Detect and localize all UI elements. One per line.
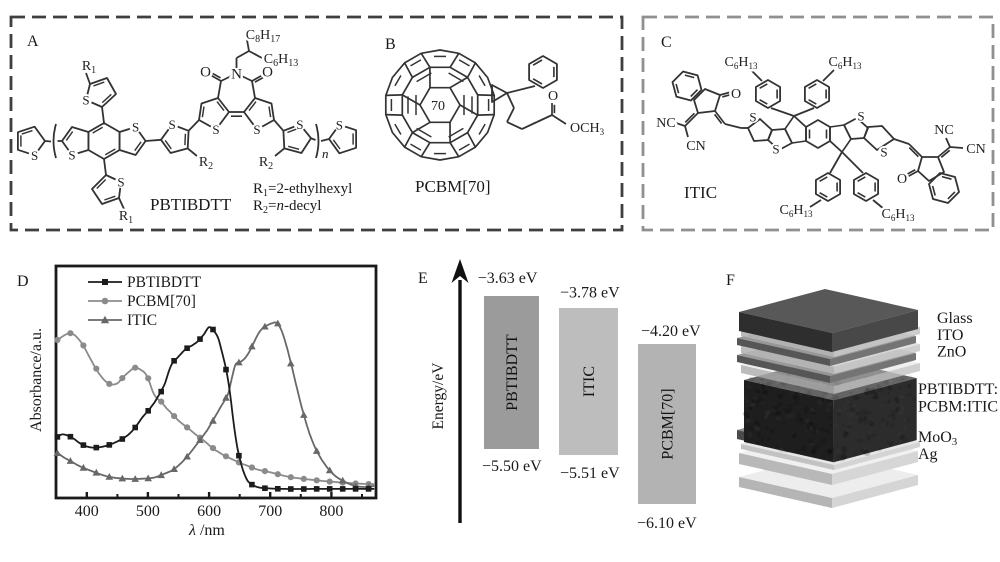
svg-text:S: S bbox=[296, 117, 303, 132]
svg-text:CN: CN bbox=[966, 142, 985, 157]
svg-text:O: O bbox=[262, 65, 273, 81]
svg-text:O: O bbox=[731, 87, 741, 102]
svg-text:800: 800 bbox=[319, 503, 343, 520]
svg-text:A: A bbox=[27, 33, 39, 50]
svg-text:CN: CN bbox=[686, 139, 705, 154]
svg-text:500: 500 bbox=[136, 503, 160, 520]
svg-text:70: 70 bbox=[431, 99, 445, 114]
svg-text:PCBM[70]: PCBM[70] bbox=[127, 293, 196, 310]
svg-text:S: S bbox=[336, 117, 343, 132]
svg-text:−3.78 eV: −3.78 eV bbox=[560, 285, 620, 302]
svg-text:N: N bbox=[231, 67, 242, 83]
svg-text:O: O bbox=[200, 65, 211, 81]
svg-text:C8H17: C8H17 bbox=[246, 28, 280, 45]
svg-text:S: S bbox=[132, 120, 139, 135]
svg-text:S: S bbox=[168, 117, 175, 132]
svg-text:ITO: ITO bbox=[937, 327, 963, 344]
svg-text:NC: NC bbox=[656, 116, 675, 131]
svg-text:O: O bbox=[731, 87, 741, 102]
svg-text:PCBM:ITIC: PCBM:ITIC bbox=[918, 399, 998, 416]
svg-text:S: S bbox=[857, 109, 864, 124]
svg-text:−3.63 eV: −3.63 eV bbox=[478, 270, 538, 287]
svg-text:n: n bbox=[322, 146, 329, 161]
svg-text:O: O bbox=[262, 65, 273, 81]
svg-text:E: E bbox=[418, 270, 428, 287]
svg-text:O: O bbox=[548, 89, 558, 104]
svg-text:R2: R2 bbox=[199, 155, 213, 172]
svg-text:NC: NC bbox=[934, 123, 953, 138]
svg-text:R1: R1 bbox=[119, 209, 133, 226]
svg-text:S: S bbox=[212, 122, 219, 137]
svg-text:C6H13: C6H13 bbox=[882, 207, 915, 223]
svg-text:ITIC: ITIC bbox=[684, 183, 717, 202]
svg-text:S: S bbox=[880, 145, 887, 160]
svg-text:Absorbance/a.u.: Absorbance/a.u. bbox=[28, 328, 45, 432]
svg-text:MoO3: MoO3 bbox=[918, 429, 958, 448]
svg-text:R1=2-ethylhexyl: R1=2-ethylhexyl bbox=[253, 181, 352, 199]
svg-text:S: S bbox=[82, 93, 89, 108]
svg-text:NC: NC bbox=[934, 123, 953, 138]
svg-text:C: C bbox=[661, 34, 672, 51]
svg-text:O: O bbox=[897, 172, 907, 187]
svg-text:S: S bbox=[253, 122, 260, 137]
svg-text:PBTIBDTT:: PBTIBDTT: bbox=[918, 381, 998, 398]
svg-text:−5.50 eV: −5.50 eV bbox=[482, 458, 542, 475]
svg-text:C6H13: C6H13 bbox=[264, 52, 298, 69]
svg-text:PBTIBDTT: PBTIBDTT bbox=[504, 334, 521, 411]
svg-text:ZnO: ZnO bbox=[937, 344, 966, 361]
svg-text:−5.51 eV: −5.51 eV bbox=[560, 465, 620, 482]
svg-text:−6.10 eV: −6.10 eV bbox=[637, 515, 697, 532]
svg-text:70: 70 bbox=[431, 99, 445, 114]
svg-text:NC: NC bbox=[656, 116, 675, 131]
svg-text:N: N bbox=[231, 67, 242, 83]
svg-text:F: F bbox=[726, 272, 735, 289]
svg-text:PCBM[70]: PCBM[70] bbox=[660, 388, 677, 459]
svg-text:R1: R1 bbox=[82, 59, 96, 76]
svg-text:S: S bbox=[772, 142, 779, 157]
svg-text:R2: R2 bbox=[259, 155, 273, 172]
svg-text:S: S bbox=[117, 175, 124, 190]
svg-text:ITIC: ITIC bbox=[127, 312, 157, 329]
svg-text:B: B bbox=[385, 36, 396, 53]
svg-text:D: D bbox=[17, 273, 29, 290]
svg-text:S: S bbox=[68, 148, 75, 163]
svg-text:PCBM[70]: PCBM[70] bbox=[415, 177, 491, 196]
svg-text:S: S bbox=[749, 110, 756, 125]
svg-text:700: 700 bbox=[258, 503, 282, 520]
svg-text:600: 600 bbox=[197, 503, 221, 520]
svg-text:OCH3: OCH3 bbox=[570, 121, 605, 137]
svg-text:PBTIBDTT: PBTIBDTT bbox=[150, 195, 232, 214]
svg-text:S: S bbox=[31, 148, 38, 163]
svg-text:400: 400 bbox=[75, 503, 99, 520]
svg-text:R2=n-decyl: R2=n-decyl bbox=[253, 198, 321, 216]
svg-text:−4.20 eV: −4.20 eV bbox=[641, 323, 701, 340]
svg-text:Energy/eV: Energy/eV bbox=[430, 362, 447, 430]
svg-text:Ag: Ag bbox=[918, 446, 938, 463]
svg-text:O: O bbox=[200, 65, 211, 81]
svg-text:OCH3: OCH3 bbox=[570, 121, 605, 137]
svg-text:PBTIBDTT: PBTIBDTT bbox=[127, 274, 202, 291]
svg-text:O: O bbox=[897, 172, 907, 187]
svg-text:C6H13: C6H13 bbox=[725, 55, 758, 71]
svg-text:C6H13: C6H13 bbox=[829, 55, 862, 71]
svg-text:O: O bbox=[548, 89, 558, 104]
svg-text:C6H13: C6H13 bbox=[780, 203, 813, 219]
svg-text:Glass: Glass bbox=[937, 310, 973, 327]
svg-text:ITIC: ITIC bbox=[581, 366, 598, 397]
svg-text:λ /nm: λ /nm bbox=[188, 522, 225, 539]
svg-text:CN: CN bbox=[966, 142, 985, 157]
svg-text:CN: CN bbox=[686, 139, 705, 154]
